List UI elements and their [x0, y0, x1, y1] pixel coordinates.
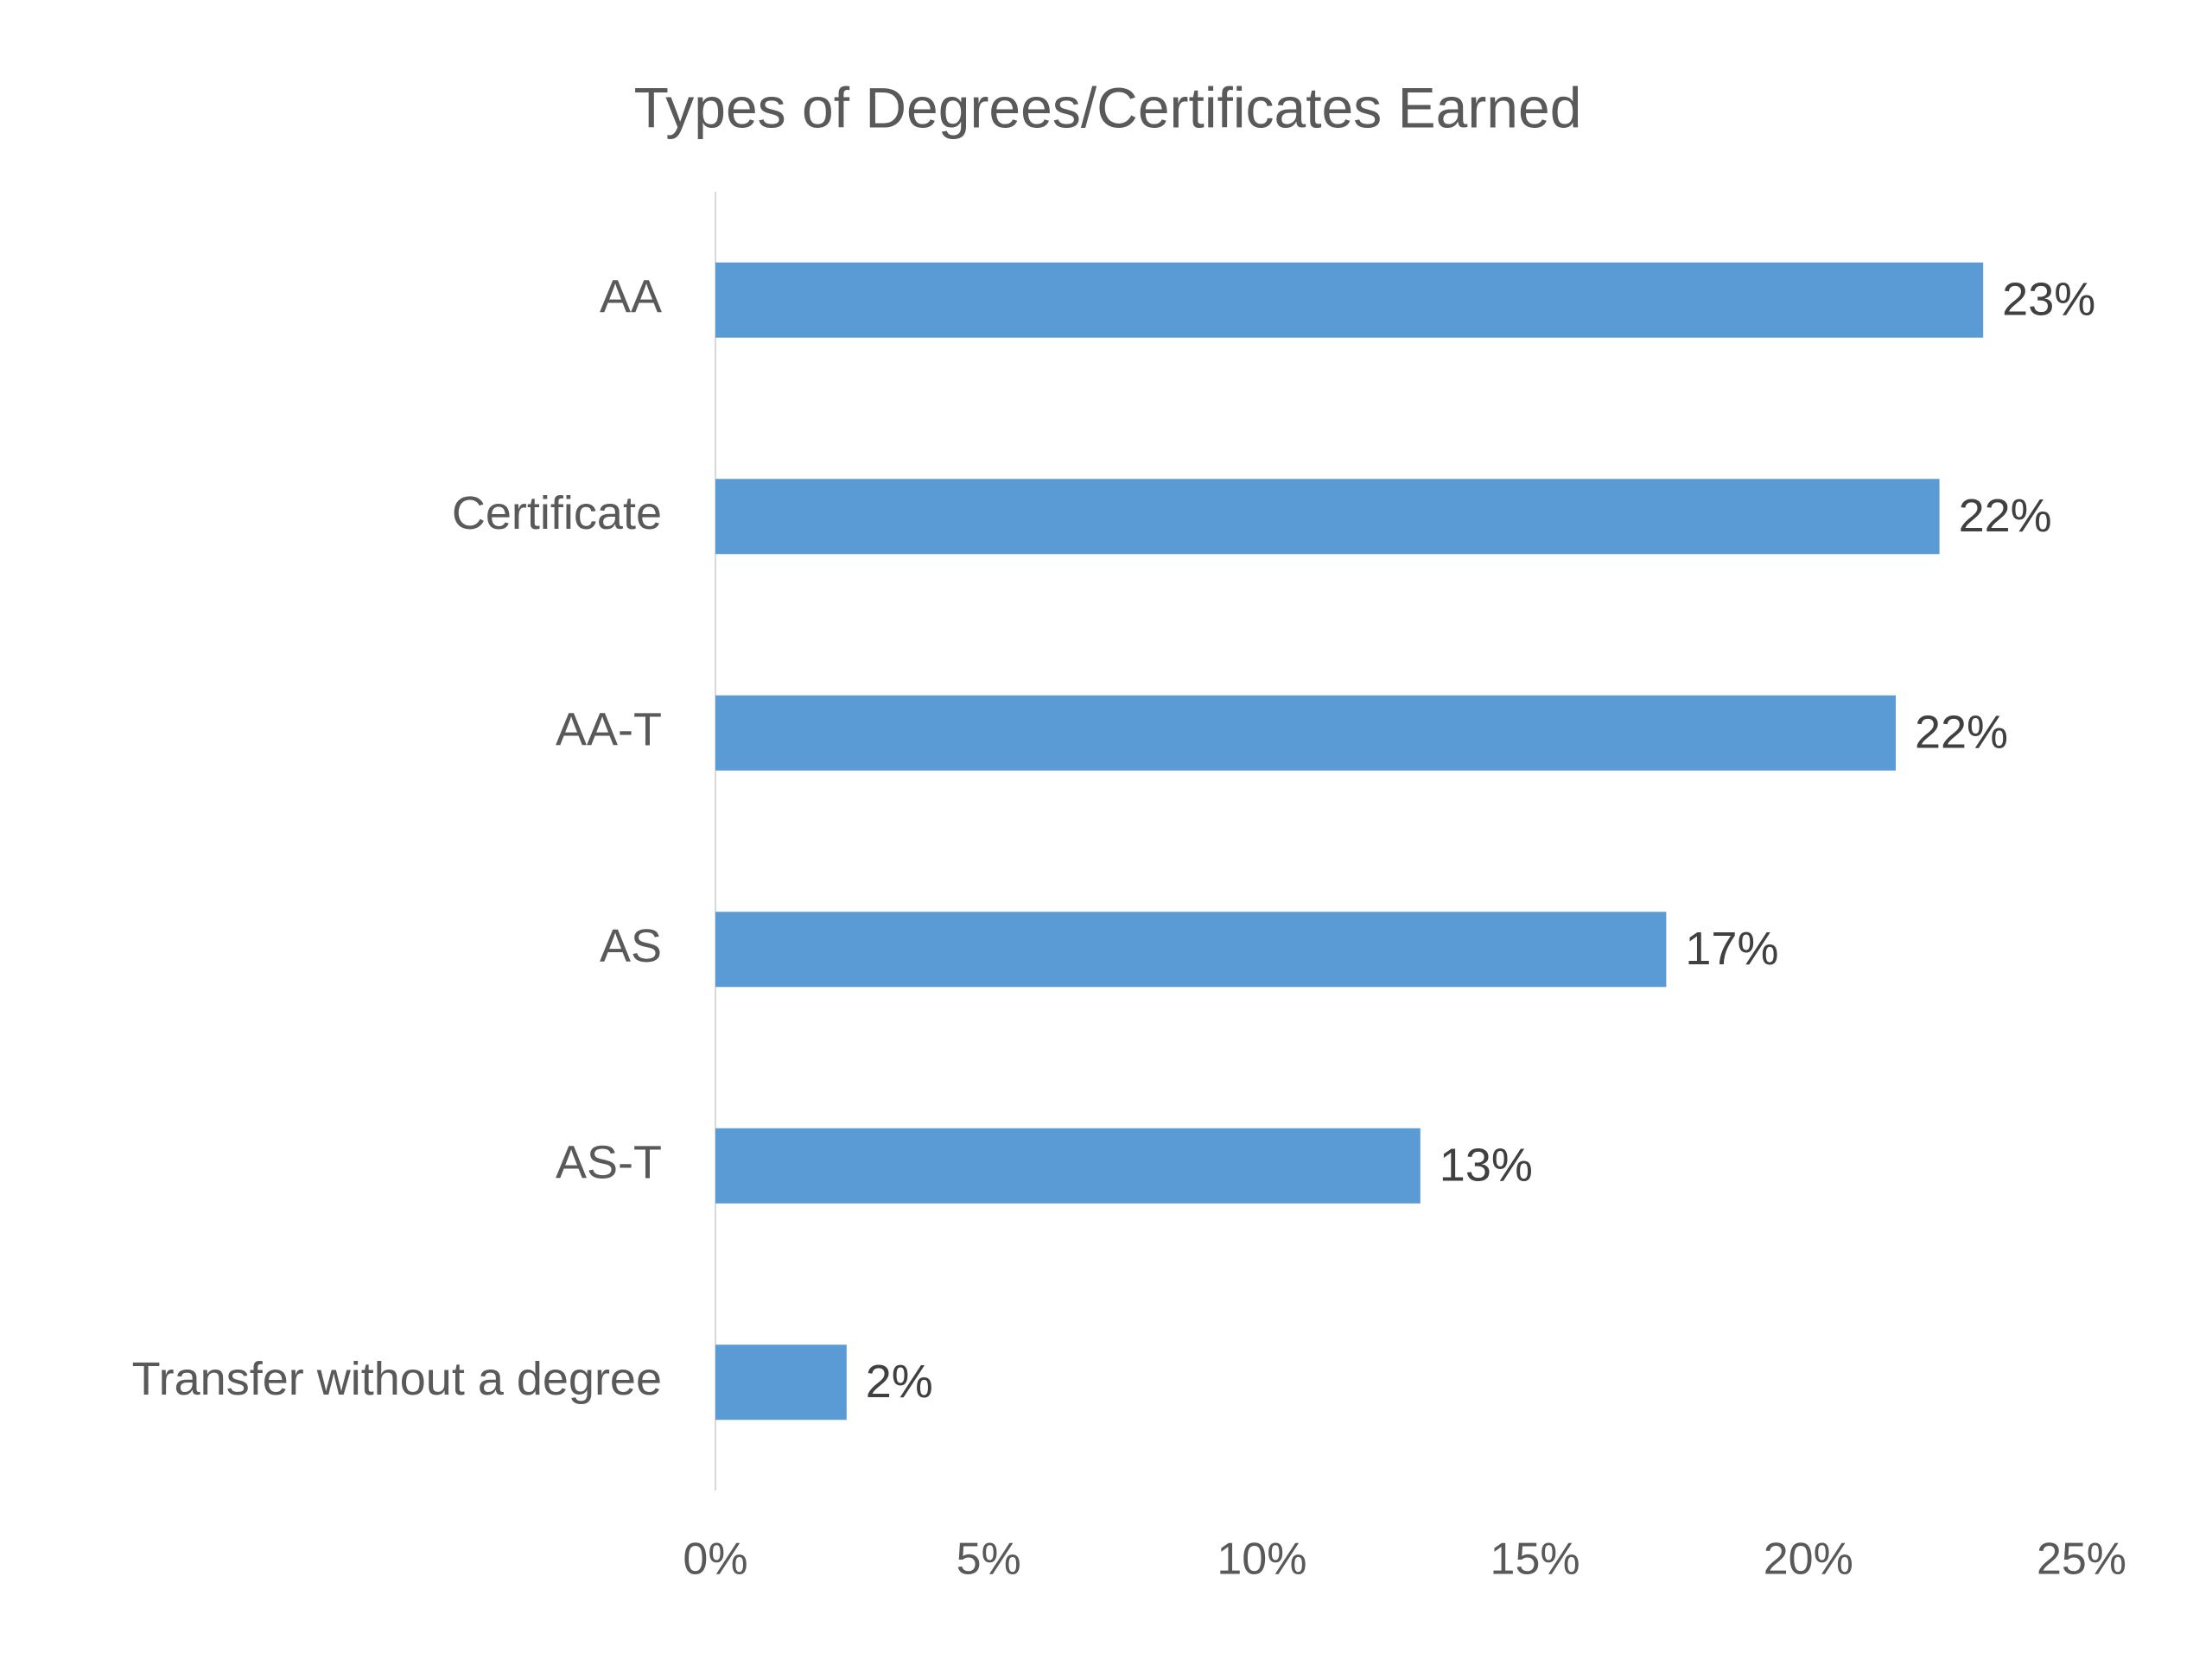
- bar: [715, 1344, 847, 1421]
- value-label: 2%: [866, 1356, 933, 1408]
- y-tick-label: AA-T: [556, 704, 662, 756]
- x-tick-label: 25%: [2037, 1535, 2126, 1585]
- value-label: 23%: [2002, 274, 2095, 326]
- value-label: 17%: [1685, 923, 1778, 975]
- bar: [715, 1128, 1421, 1204]
- x-tick-label: 15%: [1491, 1535, 1580, 1585]
- x-tick-label: 0%: [683, 1535, 747, 1585]
- bar: [715, 479, 1940, 555]
- y-tick-label: AA: [600, 271, 662, 323]
- value-label: 22%: [1959, 490, 2052, 542]
- bar: [715, 262, 1984, 338]
- x-tick-label: 10%: [1217, 1535, 1306, 1585]
- bar: [715, 912, 1667, 988]
- value-label: 22%: [1915, 707, 2008, 759]
- chart-title: Types of Degrees/Certificates Earned: [634, 75, 1582, 139]
- x-tick-label: 20%: [1764, 1535, 1853, 1585]
- value-label: 13%: [1440, 1140, 1533, 1192]
- bar: [715, 695, 1896, 771]
- y-tick-label: Transfer without a degree: [132, 1353, 662, 1405]
- x-tick-label: 5%: [957, 1535, 1021, 1585]
- y-tick-label: Certificate: [452, 487, 662, 539]
- y-tick-label: AS: [600, 920, 662, 972]
- y-tick-label: AS-T: [556, 1137, 662, 1189]
